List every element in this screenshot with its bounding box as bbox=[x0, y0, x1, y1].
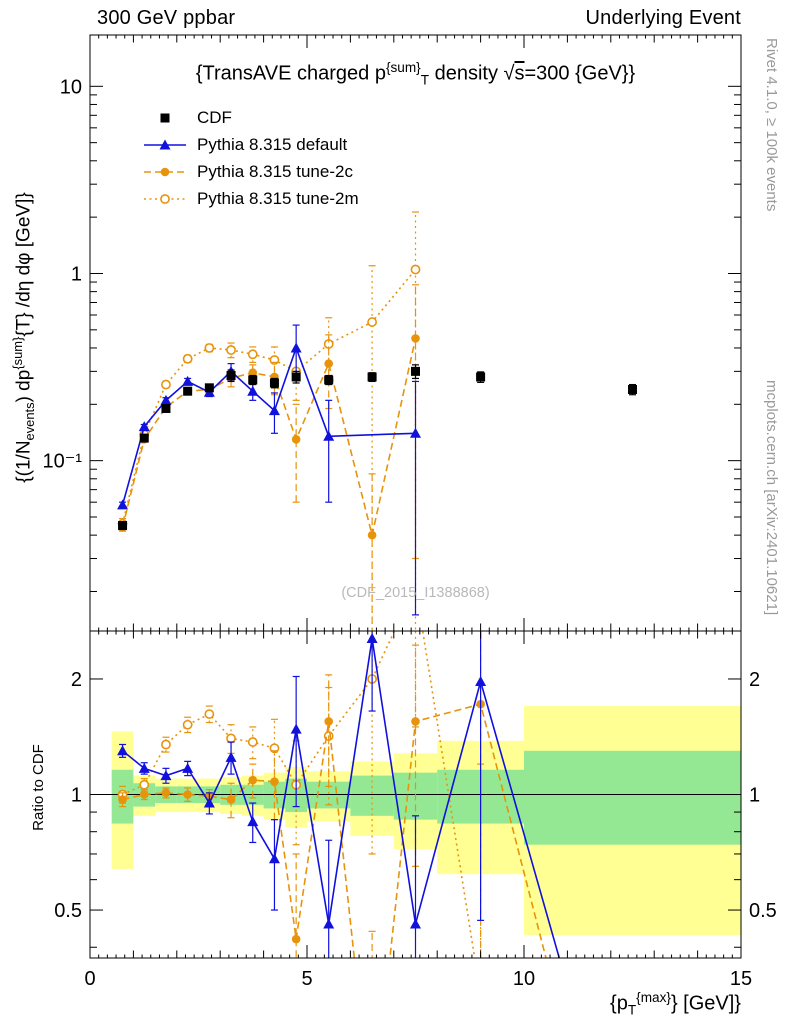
svg-text:1: 1 bbox=[71, 785, 82, 807]
svg-text:1: 1 bbox=[71, 263, 82, 285]
series-tune2m-main bbox=[117, 211, 421, 631]
legend-item-cdf: CDF bbox=[142, 104, 359, 131]
mcplots-reference-note: mcplots.cern.ch [arXiv:2401.10621] bbox=[763, 380, 780, 616]
legend-label-cdf: CDF bbox=[197, 107, 232, 127]
svg-text:0.5: 0.5 bbox=[749, 900, 777, 922]
x-axis-label: {pT{max}} [GeV]} bbox=[610, 990, 741, 1018]
axes-frame bbox=[89, 34, 742, 959]
legend: CDF Pythia 8.315 default Pythia 8.315 tune… bbox=[142, 104, 359, 212]
analysis-group-label: Underlying Event bbox=[585, 7, 741, 29]
legend-marker-cdf bbox=[160, 113, 170, 122]
series-default-main bbox=[117, 324, 421, 616]
legend-item-tune2m: Pythia 8.315 tune-2m bbox=[142, 185, 359, 212]
svg-text:0: 0 bbox=[84, 968, 95, 990]
y-axis-label: {(1/Nevents) dp{sum}{T} /dη dφ [GeV]} bbox=[10, 192, 38, 483]
svg-text:1: 1 bbox=[749, 785, 760, 807]
svg-text:5: 5 bbox=[301, 968, 312, 990]
svg-text:2: 2 bbox=[71, 669, 82, 691]
plot-title: {TransAVE charged p{sum}T density √s=300… bbox=[195, 60, 636, 88]
legend-marker-tune2m bbox=[144, 193, 186, 204]
tick-labels: 0 5 10 15 10 1 10⁻¹ 2 2 1 1 0.5 0.5 bbox=[43, 76, 777, 990]
rivet-version-note: Rivet 4.1.0, ≥ 100k events bbox=[763, 38, 780, 212]
ratio-axis-label: Ratio to CDF bbox=[30, 744, 47, 831]
svg-text:0.5: 0.5 bbox=[54, 900, 82, 922]
svg-text:2: 2 bbox=[749, 669, 760, 691]
svg-text:10: 10 bbox=[513, 968, 535, 990]
legend-label-tune2m: Pythia 8.315 tune-2m bbox=[197, 188, 359, 208]
watermark: (CDF_2015_I1388868) bbox=[341, 585, 490, 601]
legend-item-tune2c: Pythia 8.315 tune-2c bbox=[142, 158, 359, 185]
svg-text:15: 15 bbox=[730, 968, 752, 990]
svg-text:10⁻¹: 10⁻¹ bbox=[43, 451, 83, 473]
legend-label-default: Pythia 8.315 default bbox=[197, 134, 348, 154]
svg-text:10: 10 bbox=[60, 76, 82, 98]
legend-label-tune2c: Pythia 8.315 tune-2c bbox=[197, 161, 353, 181]
legend-marker-default bbox=[144, 139, 186, 149]
series-cdf-main bbox=[118, 364, 637, 531]
legend-item-default: Pythia 8.315 default bbox=[142, 131, 359, 158]
beam-energy-label: 300 GeV ppbar bbox=[97, 7, 236, 29]
series-default-ratio bbox=[117, 631, 561, 958]
legend-marker-tune2c bbox=[144, 167, 186, 176]
